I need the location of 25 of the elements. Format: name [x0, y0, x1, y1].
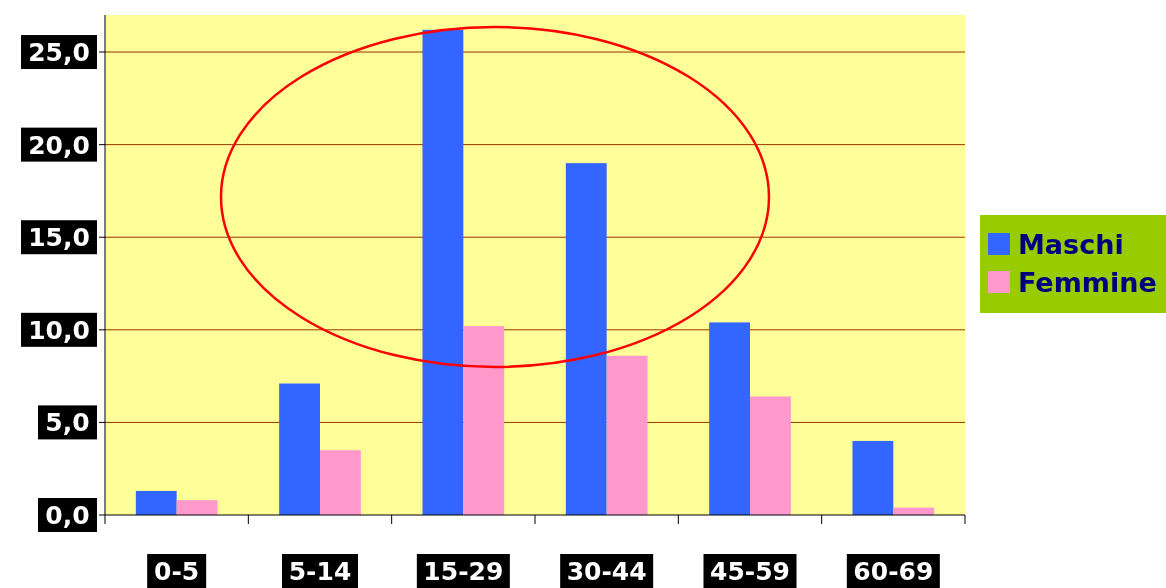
y-tick-label: 0,0	[45, 501, 90, 530]
y-tick-label: 10,0	[28, 315, 90, 345]
y-tick-label: 25,0	[28, 38, 90, 68]
y-tick-label: 15,0	[28, 223, 90, 253]
x-tick-label: 30-44	[566, 557, 647, 586]
bar	[463, 326, 505, 515]
x-tick-label: 60-69	[853, 557, 934, 586]
legend-label: Femmine	[1018, 267, 1157, 298]
x-tick-label: 5-14	[288, 557, 352, 586]
legend-label: Maschi	[1018, 229, 1124, 260]
bar	[135, 490, 177, 515]
bar	[709, 322, 750, 515]
bar	[422, 29, 464, 515]
y-tick-label: 20,0	[28, 130, 90, 160]
bar	[750, 396, 791, 515]
bar	[852, 440, 894, 515]
x-tick-label: 45-59	[710, 557, 790, 586]
bar	[279, 383, 320, 515]
bar	[606, 355, 648, 515]
x-tick-label: 0-5	[154, 557, 200, 586]
bar	[320, 450, 361, 515]
bar	[565, 163, 607, 515]
y-tick-label: 5,0	[45, 408, 90, 438]
bar	[176, 500, 218, 515]
x-tick-label: 15-29	[423, 557, 504, 586]
